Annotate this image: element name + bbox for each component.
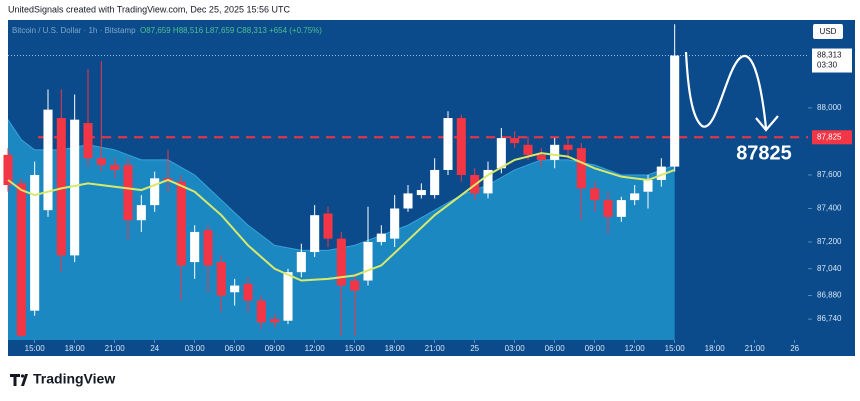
candle-body [43,109,53,211]
candle-body [550,144,560,160]
header: UnitedSignals created with TradingView.c… [8,4,290,14]
candle-body [56,118,66,256]
plot [3,24,808,340]
candle-body [536,154,546,160]
y-tick-label: 87,040 [817,264,842,273]
level-label: 87,825 [817,132,842,141]
countdown: 03:30 [817,61,838,70]
candle-body [83,123,93,159]
footer: TradingView [33,371,115,387]
currency: USD [820,27,837,36]
last-price-box [812,48,852,73]
candle-body [403,193,413,209]
candle-body [496,138,506,169]
legend: O87,659 H88,516 L87,659 C88,313 +654 (+0… [140,26,322,35]
x-tick-label: 06:00 [225,344,246,353]
level-label-box [812,130,852,145]
candle-body [203,230,213,266]
candle-body [630,193,640,201]
x-tick-label: 18:00 [65,344,86,353]
candle-body [336,238,346,286]
x-tick-label: 06:00 [545,344,566,353]
candle-body [390,208,400,239]
candle-body [243,283,253,301]
candle-body [216,262,226,296]
candle-body [296,252,306,273]
x-tick-label: 25 [470,344,479,353]
candle-body [16,183,26,336]
candle-body [443,118,453,170]
candle-body [176,181,186,266]
candle-body [190,231,200,263]
y-tick-label: 86,880 [817,291,842,300]
x-tick-label: 09:00 [585,344,606,353]
candle-body [616,200,626,217]
candle-body [150,178,160,206]
x-tick-label: 03:00 [185,344,206,353]
candle-body [456,118,466,175]
candle-body [670,55,680,167]
band-area [8,119,675,340]
symbol: Bitcoin / U.S. Dollar · 1h · Bitstamp [12,26,136,35]
candle-body [230,285,240,293]
x-tick-label: 09:00 [265,344,286,353]
candle-body [310,215,320,253]
arrow-head [755,115,779,132]
x-tick-label: 15:00 [345,344,366,353]
x-tick-label: 15:00 [25,344,46,353]
candle-body [3,154,13,186]
currency-button[interactable] [813,24,843,39]
x-tick-label: 21:00 [425,344,446,353]
candle-body [590,188,600,201]
candle-body [96,158,106,165]
candle-body [523,144,533,155]
candle-body [416,190,426,196]
candle-body [70,119,80,256]
candle-body [376,233,386,242]
candle-body [123,164,133,221]
x-tick-label: 18:00 [705,344,726,353]
level-annotation: 87825 [736,143,792,165]
x-tick-label: 15:00 [665,344,686,353]
y-tick-label: 87,400 [817,204,842,213]
logo-icon [10,374,28,386]
candle-body [256,300,266,323]
candle-body [350,280,360,291]
candle-body [270,319,280,323]
candle-body [323,213,333,239]
x-tick-label: 18:00 [385,344,406,353]
y-tick-label: 86,740 [817,314,842,323]
logo: TradingView [10,371,115,387]
logo-dot [20,374,25,378]
candle-body [136,205,146,221]
candle-body [563,144,573,150]
candle-body [30,174,40,311]
x-tick-label: 21:00 [105,344,126,353]
x-tick-label: 24 [150,344,159,353]
candle-body [430,169,440,196]
candle-body [603,200,613,217]
candle-body [110,164,120,170]
moving-average [7,152,676,282]
candle-body [283,272,293,321]
candle-body [576,148,586,189]
candle-body [656,166,666,180]
last-price-label: 88,313 [817,51,842,60]
x-tick-label: 12:00 [305,344,326,353]
candle-body [643,180,653,192]
y-tick-label: 87,200 [817,237,842,246]
x-tick-label: 12:00 [625,344,646,353]
y-tick-label: 88,000 [817,103,842,112]
candle-body [363,241,373,281]
candle-body [483,169,493,194]
drawn-arrow [684,51,768,129]
x-tick-label: 26 [790,344,799,353]
x-tick-label: 03:00 [505,344,526,353]
x-tick-label: 21:00 [745,344,766,353]
candle-body [510,138,520,144]
y-tick-label: 87,600 [817,170,842,179]
